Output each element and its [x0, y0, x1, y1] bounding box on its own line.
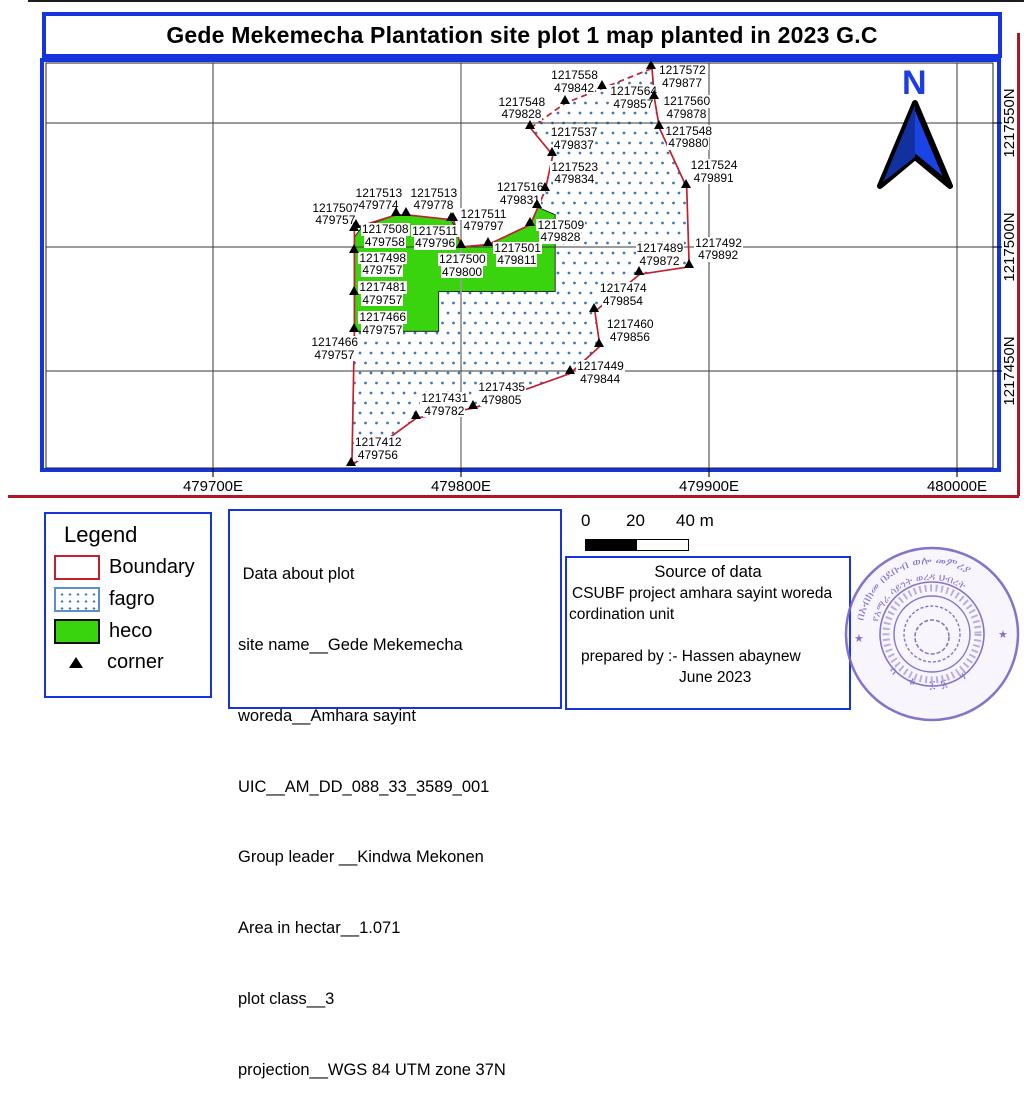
info-line: Area in hectar__1.071 — [238, 919, 401, 938]
legend-item-label: corner — [107, 651, 164, 673]
stamp-inner-ring — [879, 581, 985, 687]
x-axis-label: 479800E — [430, 478, 492, 495]
x-axis-label: 479700E — [182, 478, 244, 495]
boundary-swatch — [54, 555, 100, 580]
north-label: N — [902, 64, 927, 102]
corner-triangle-icon — [69, 657, 83, 668]
legend: Legend Boundary fagro heco corner — [44, 512, 212, 698]
info-line: Group leader __Kindwa Mekonen — [238, 848, 484, 867]
legend-item-heco: heco — [54, 619, 210, 644]
info-line: UIC__AM_DD_088_33_3589_001 — [238, 777, 490, 796]
red-vertical-rule — [1017, 33, 1020, 496]
scalebar — [585, 539, 689, 551]
scalebar-label-40m: 40 m — [676, 511, 714, 530]
legend-item-boundary: Boundary — [54, 555, 210, 580]
legend-item-label: fagro — [109, 588, 155, 610]
official-stamp: በአብክመ በደቡብ ወሎ መምሪያ የአማራ ሳይንት ወረዳ ህብረት ሳ … — [844, 546, 1020, 722]
info-line: plot class__3 — [238, 989, 335, 1008]
info-line: woreda__Amhara sayint — [238, 706, 416, 725]
scalebar-filled-segment — [586, 540, 637, 550]
plantation-map-page: { "page": { "title": "Gede Mekemecha Pla… — [8, 0, 1024, 1079]
scalebar-label-0: 0 — [581, 511, 591, 530]
x-axis-label: 480000E — [926, 478, 988, 495]
stamp-emblem-core — [914, 619, 950, 655]
legend-title: Legend — [64, 522, 138, 547]
stamp-emblem-ring — [893, 595, 971, 673]
source-line: CSUBF project amhara sayint woreda — [572, 585, 833, 602]
map-title-box: Gede Mekemecha Plantation site plot 1 ma… — [42, 12, 1002, 58]
info-line: Data about plot — [238, 565, 355, 584]
stamp-emblem-inner — [903, 605, 961, 663]
fagro-swatch — [54, 587, 100, 612]
north-arrow: N — [877, 64, 953, 189]
legend-item-label: heco — [109, 620, 153, 642]
heco-swatch — [54, 619, 100, 644]
y-axis-label: 1217550N — [1001, 88, 1018, 158]
legend-item-fagro: fagro — [54, 587, 210, 612]
source-box: Source of data CSUBF project amhara sayi… — [565, 556, 851, 710]
plot-info-box: Data about plot site name__Gede Mekemech… — [228, 509, 562, 1079]
map-frame — [40, 58, 1001, 472]
stamp-dotted-ring — [882, 584, 982, 684]
red-horizontal-rule — [8, 495, 1019, 498]
legend-item-label: Boundary — [109, 556, 195, 578]
y-axis-label: 1217450N — [1001, 336, 1018, 406]
y-axis-label: 1217500N — [1001, 212, 1018, 282]
info-line: site name__Gede Mekemecha — [238, 635, 463, 654]
stamp-star-left: ★ — [854, 633, 864, 645]
x-axis-label: 479900E — [678, 478, 740, 495]
page-top-rule — [28, 0, 1024, 2]
page-title: Gede Mekemecha Plantation site plot 1 ma… — [166, 21, 878, 48]
stamp-star-right: ★ — [998, 629, 1008, 641]
stamp-outer-ring — [844, 546, 1020, 722]
scalebar-label-20: 20 — [626, 511, 645, 530]
source-line: prepared by :- Hassen abaynew — [581, 648, 801, 665]
info-line: projection__WGS 84 UTM zone 37N — [238, 1060, 506, 1079]
source-line: cordination unit — [569, 606, 675, 623]
legend-item-corner: corner — [54, 651, 210, 674]
source-title: Source of data — [654, 563, 762, 581]
source-line: June 2023 — [679, 669, 752, 686]
